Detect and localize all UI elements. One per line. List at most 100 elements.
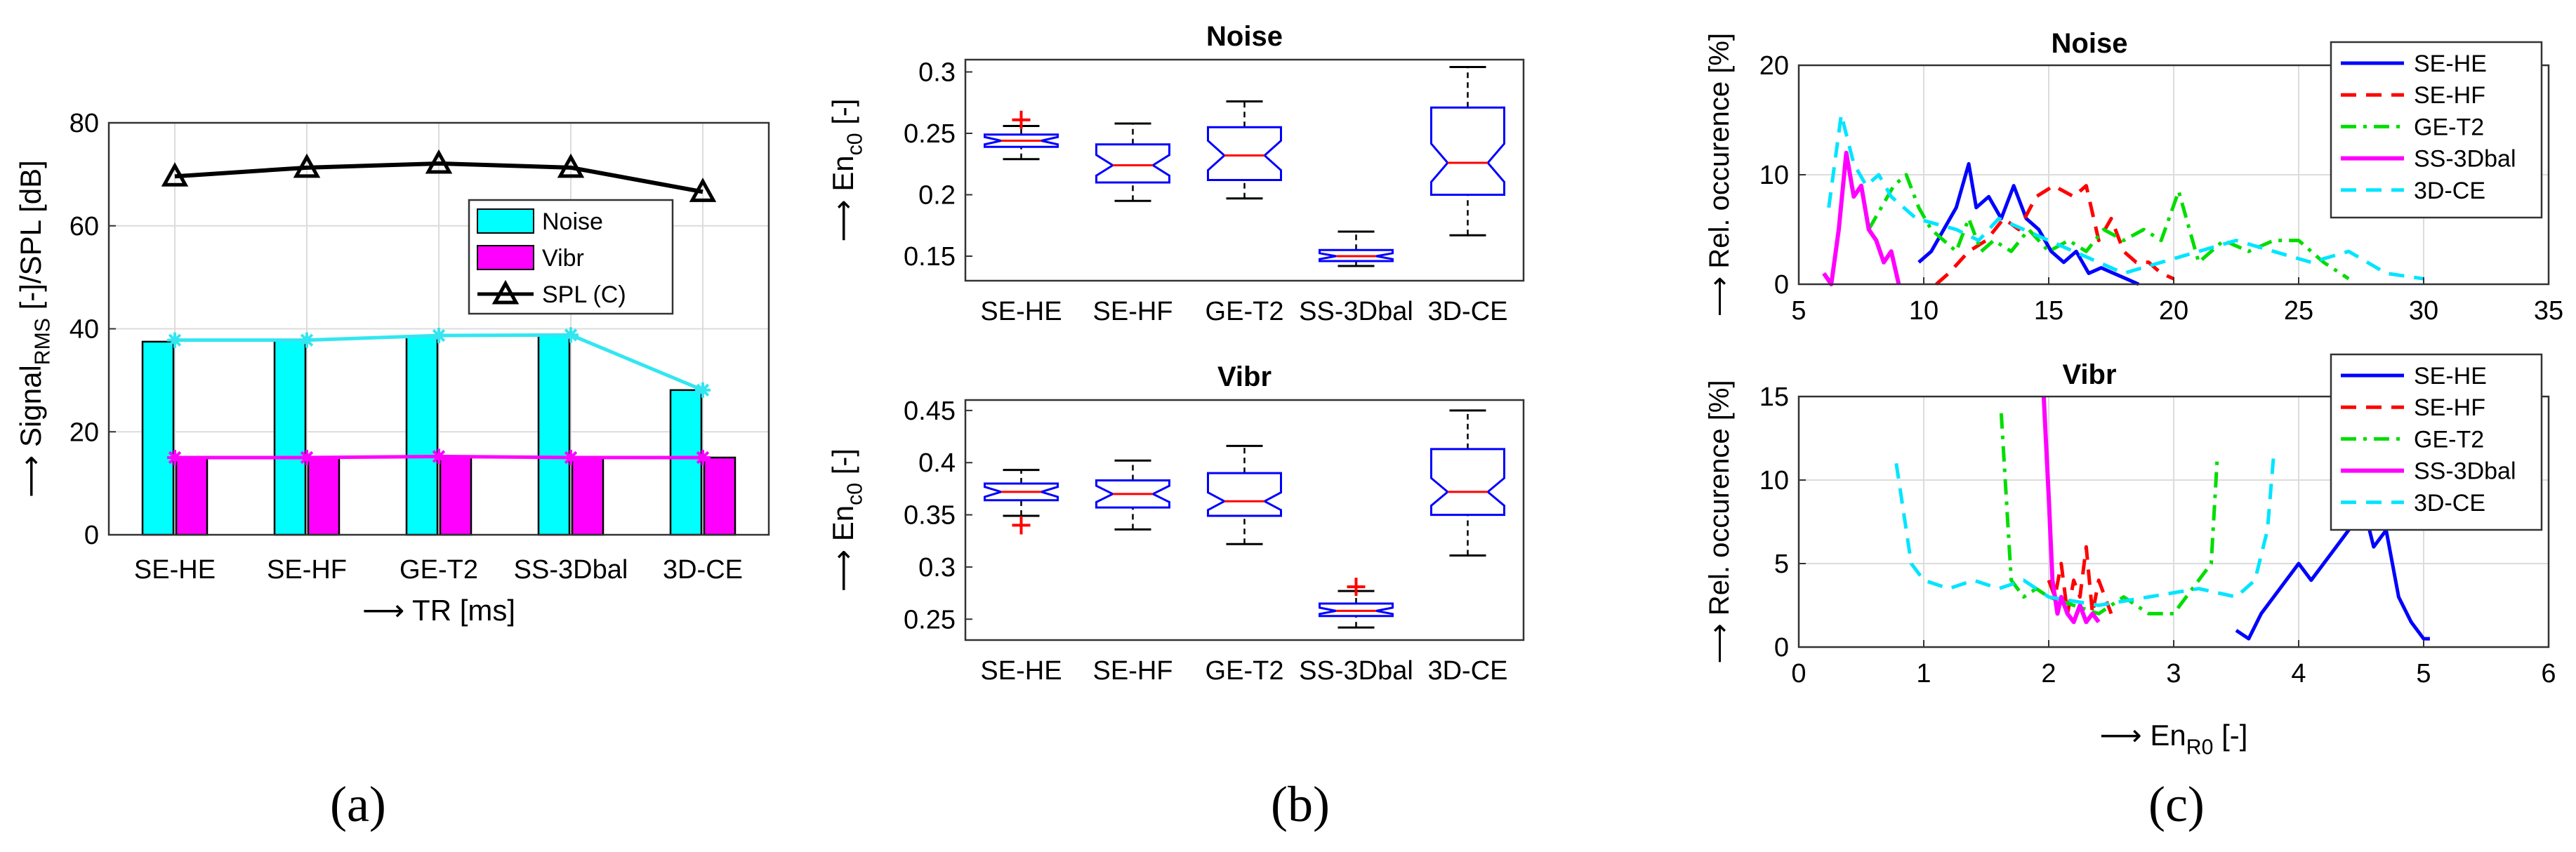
chart-c-vibr-series-ge-t2 <box>1999 413 2219 615</box>
chart-b-vibr-box <box>1095 479 1170 509</box>
chart-c-vibr-xtick-label: 3 <box>2166 659 2181 688</box>
chart-a-overlay-point <box>167 332 183 348</box>
chart-c-vibr-series-3d-ce <box>1894 455 2276 607</box>
chart-a-overlay-point <box>563 327 579 343</box>
chart-c-noise-xtick-label: 15 <box>2034 296 2063 326</box>
chart-b-vibr-xtick-label: GE-T2 <box>1206 656 1284 686</box>
chart-a-spl-point <box>689 178 717 202</box>
chart-c-noise-legend-label: SS-3Dbal <box>2414 146 2516 173</box>
chart-b-noise-box <box>984 133 1059 148</box>
chart-a-legend-swatch <box>477 208 534 234</box>
chart-a-overlay-point-ray <box>432 328 446 342</box>
chart-a-bar-noise <box>273 339 307 536</box>
chart-b-vibr-xtick-label: SE-HF <box>1093 656 1173 686</box>
chart-a-bar-noise <box>669 389 703 536</box>
chart-a-legend-marker <box>491 279 520 305</box>
chart-a-ytick-label: 80 <box>70 109 99 138</box>
chart-c-noise-ytick-label: 20 <box>1759 51 1789 81</box>
chart-b-vibr-title: Vibr <box>1217 361 1272 392</box>
chart-c-vibr-legend-label: SE-HE <box>2414 363 2487 390</box>
chart-a-xlabel: ⟶ TR [ms] <box>362 594 515 627</box>
chart-c-noise-series-se-hf <box>1935 184 2175 286</box>
chart-b-noise-ylabel-tail: [-] <box>826 98 859 133</box>
chart-b-noise-ytick-label: 0.25 <box>904 119 956 149</box>
chart-c-vibr-xlabel: ⟶ EnR0 [-] <box>2100 719 2248 759</box>
chart-c-vibr-series-se-hf <box>2047 545 2113 615</box>
chart-a-overlay-point-ray <box>432 450 446 463</box>
chart-a-overlay-point-ray <box>696 451 710 465</box>
chart-a-bar-noise <box>405 335 439 536</box>
chart-c-noise-legend-label: GE-T2 <box>2414 114 2484 140</box>
chart-c-vibr-series-ss-3dbal <box>2041 396 2101 625</box>
chart-c-vibr-legend-label: SS-3Dbal <box>2414 458 2516 485</box>
chart-b-noise-ytick-label: 0.15 <box>904 242 956 272</box>
chart-c-noise-ytick-label: 10 <box>1759 161 1789 190</box>
chart-a-bar-vibr <box>439 455 473 536</box>
chart-a-bar-vibr <box>307 456 341 536</box>
chart-c-noise-ytick-label: 0 <box>1774 270 1789 300</box>
chart-c-vibr-xtick-label: 1 <box>1916 659 1931 688</box>
chart-a-xtick-label: SE-HE <box>134 555 216 585</box>
chart-c-noise-legend-label: SE-HF <box>2414 82 2485 109</box>
chart-b-vibr-box <box>1319 602 1394 618</box>
chart-a-overlay-point <box>695 382 711 398</box>
chart-b-noise-xtick-label: 3D-CE <box>1427 297 1507 326</box>
chart-c-noise-series-ss-3dbal <box>1822 150 1901 286</box>
chart-b-vibr-ytick-label: 0.4 <box>918 448 956 478</box>
chart-b-noise-box <box>1095 143 1170 184</box>
chart-c-vibr-xlabel-sub: R0 <box>2186 736 2214 759</box>
chart-b-vibr-ytick-label: 0.35 <box>904 501 956 531</box>
chart-b-noise-box <box>1319 248 1394 262</box>
chart-c-vibr-ytick-label: 15 <box>1759 382 1789 412</box>
chart-c-noise-xtick-label: 10 <box>1909 296 1938 326</box>
chart-a-legend-label: Vibr <box>542 245 584 272</box>
chart-c-vibr-legend-label: SE-HF <box>2414 394 2485 421</box>
chart-a-overlay-point-ray <box>564 328 578 342</box>
chart-c-noise-legend-label: SE-HE <box>2414 51 2487 77</box>
chart-c-vibr-xtick-label: 6 <box>2541 659 2556 688</box>
chart-c-noise: 5 10 15 20 25 30 35 0 10 20 Noise ⟶ Rel. occurence … <box>1704 28 2563 326</box>
chart-a-bar-vibr <box>175 456 209 536</box>
chart-b-noise-xtick-label: SE-HE <box>980 297 1062 326</box>
chart-b-noise-ylabel-main: ⟶ En <box>826 155 859 241</box>
chart-a-overlay-point <box>563 449 579 465</box>
chart-a-ytick-label: 40 <box>70 315 99 345</box>
chart-a-overlay-point-ray <box>300 451 314 465</box>
chart-b-vibr-box <box>984 482 1059 502</box>
chart-b-noise-xtick-label: SS-3Dbal <box>1299 297 1413 326</box>
chart-b-vibr-ytick-label: 0.3 <box>918 553 956 583</box>
chart-c-noise-xtick-label: 5 <box>1791 296 1806 326</box>
chart-b-noise: 0.15 0.2 0.25 0.3 SE-HE SE-HF GE-T2 SS-3Dbal 3D-… <box>826 21 1525 326</box>
chart-b-noise-frame <box>964 58 1525 282</box>
chart-a-spl-point <box>425 149 453 174</box>
chart-c-vibr-legend-label: 3D-CE <box>2414 490 2485 517</box>
chart-a-ylabel-main: ⟶ Signal <box>14 365 47 498</box>
chart-a-spl-point <box>557 153 585 178</box>
chart-a-xtick-label: SE-HF <box>267 555 347 585</box>
caption-a: (a) <box>330 776 386 832</box>
chart-c-noise-xtick-label: 35 <box>2534 296 2563 326</box>
chart-b-vibr-ytick-label: 0.25 <box>904 605 956 634</box>
chart-b-noise-box <box>1207 126 1282 181</box>
chart-a-bar-noise <box>141 340 175 536</box>
chart-a-overlay-point-ray <box>168 333 182 347</box>
chart-a-overlay-point-ray <box>564 451 578 465</box>
chart-a-xtick-label: SS-3Dbal <box>514 555 628 585</box>
chart-c-noise-legend-label: 3D-CE <box>2414 178 2485 204</box>
chart-b-vibr-xtick-label: SE-HE <box>980 656 1062 686</box>
chart-a-overlay-point <box>431 448 447 465</box>
chart-c-noise-xtick-label: 20 <box>2159 296 2188 326</box>
chart-c-vibr-xlabel-main: ⟶ En <box>2100 719 2186 752</box>
chart-c-vibr-ytick-label: 10 <box>1759 466 1789 495</box>
chart-b-vibr-ylabel-sub: c0 <box>844 483 867 505</box>
chart-a-overlay-point <box>695 449 711 465</box>
chart-c-noise-ylabel: ⟶ Rel. occurence [%] <box>1704 33 1735 317</box>
chart-a-ylabel-sub: RMS <box>32 318 55 365</box>
chart-a-legend-label: Noise <box>542 208 603 235</box>
chart-b-vibr-xtick-label: 3D-CE <box>1427 656 1507 686</box>
chart-a: 0 20 40 60 80 SE-HE SE-HF GE-T2 SS-3Dbal 3D-CE ⟶ T… <box>14 109 770 627</box>
chart-b-noise-xtick-label: SE-HF <box>1093 297 1173 326</box>
chart-a-spl-line <box>174 161 704 194</box>
caption-c: (c) <box>2148 776 2205 832</box>
chart-c-noise-title: Noise <box>2052 28 2128 59</box>
